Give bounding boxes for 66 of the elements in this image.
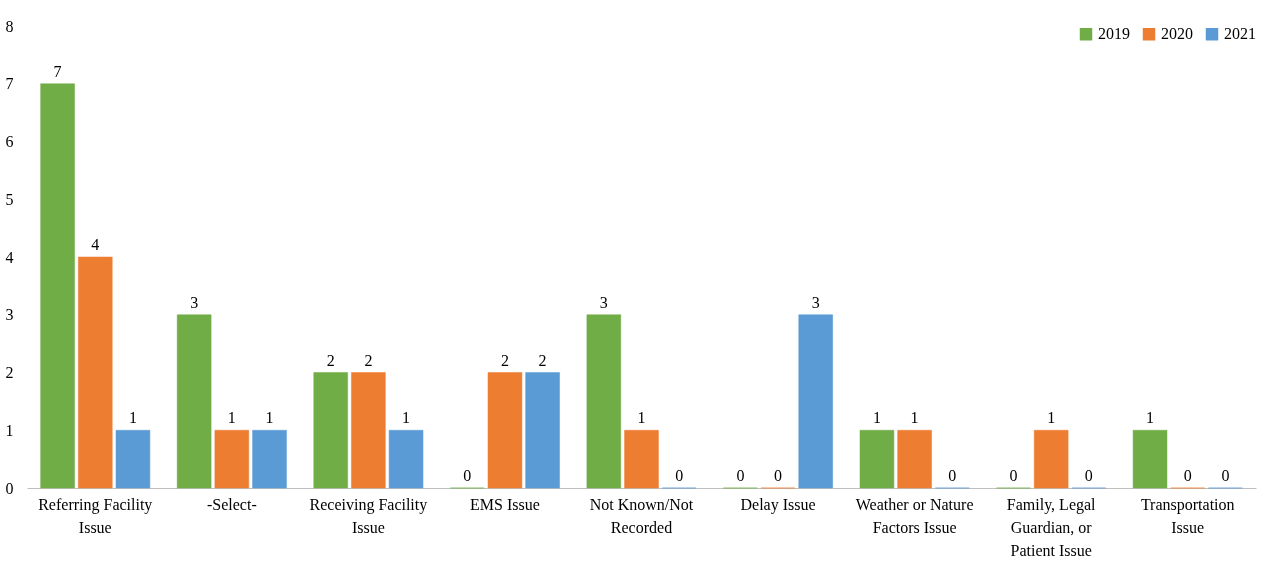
data-label: 2: [538, 351, 547, 369]
data-label: 3: [811, 293, 820, 311]
data-label: 3: [190, 293, 199, 311]
data-label: 1: [872, 409, 881, 427]
data-label: 0: [1009, 467, 1018, 484]
data-label: 1: [128, 409, 137, 427]
y-tick-label: 2: [5, 364, 14, 381]
bar: [252, 430, 287, 489]
bar: [313, 372, 348, 489]
bar: [487, 372, 523, 489]
x-tick-label: Receiving Facility Issue: [309, 495, 428, 536]
x-tick-label: Transportation Issue: [1140, 495, 1235, 536]
bar: [1132, 430, 1168, 489]
x-tick-label: EMS Issue: [470, 495, 540, 513]
data-label: 2: [326, 351, 335, 369]
x-tick-label: Delay Issue: [740, 495, 816, 514]
bar: [176, 314, 212, 489]
data-label: 0: [463, 467, 472, 484]
y-tick-label: 5: [5, 190, 14, 208]
legend-label: 2019: [1098, 25, 1130, 43]
bar: [1033, 430, 1069, 489]
y-tick-label: 4: [5, 248, 14, 266]
x-tick-label: Not Known/Not Recorded: [589, 495, 694, 536]
bar: [40, 83, 75, 489]
bar: [897, 430, 932, 489]
data-label: 1: [1146, 409, 1155, 427]
x-tick-label: Family, Legal Guardian, or Patient Issue: [1006, 495, 1097, 559]
bar: [351, 372, 386, 489]
bar: [78, 256, 113, 489]
data-label: 1: [1047, 409, 1056, 427]
y-tick-label: 7: [5, 75, 14, 93]
data-label: 1: [227, 409, 236, 427]
y-tick-label: 3: [5, 306, 14, 324]
x-tick-label: -Select-: [206, 495, 257, 513]
bar: [525, 372, 560, 489]
y-tick-label: 0: [5, 479, 14, 497]
y-tick-label: 1: [5, 421, 14, 439]
bar: [859, 430, 895, 489]
bar: [586, 314, 622, 489]
data-label: 1: [910, 409, 919, 427]
x-tick-label: Referring Facility Issue: [38, 495, 153, 536]
y-tick-label: 6: [5, 133, 14, 150]
data-label: 1: [637, 409, 646, 427]
bar: [798, 314, 833, 489]
data-label: 2: [364, 351, 373, 369]
bar: [624, 430, 659, 489]
data-label: 4: [91, 236, 100, 253]
data-label: 2: [500, 351, 509, 369]
data-label: 0: [948, 467, 957, 484]
data-label: 0: [1221, 467, 1230, 484]
bar: [388, 430, 424, 489]
data-label: 0: [1183, 467, 1192, 484]
bar: [214, 430, 250, 489]
legend-label: 2020: [1161, 25, 1193, 43]
data-label: 0: [1084, 467, 1093, 484]
data-label: 7: [53, 62, 62, 80]
data-label: 0: [675, 467, 684, 484]
bar: [115, 430, 151, 489]
data-label: 1: [402, 409, 411, 427]
data-label: 0: [774, 467, 783, 484]
y-tick-label: 8: [5, 17, 14, 35]
data-label: 0: [736, 467, 745, 484]
x-tick-label: Weather or Nature Factors Issue: [855, 495, 974, 536]
data-label: 3: [599, 293, 608, 311]
legend-label: 2021: [1224, 25, 1256, 43]
data-label: 1: [265, 409, 274, 427]
